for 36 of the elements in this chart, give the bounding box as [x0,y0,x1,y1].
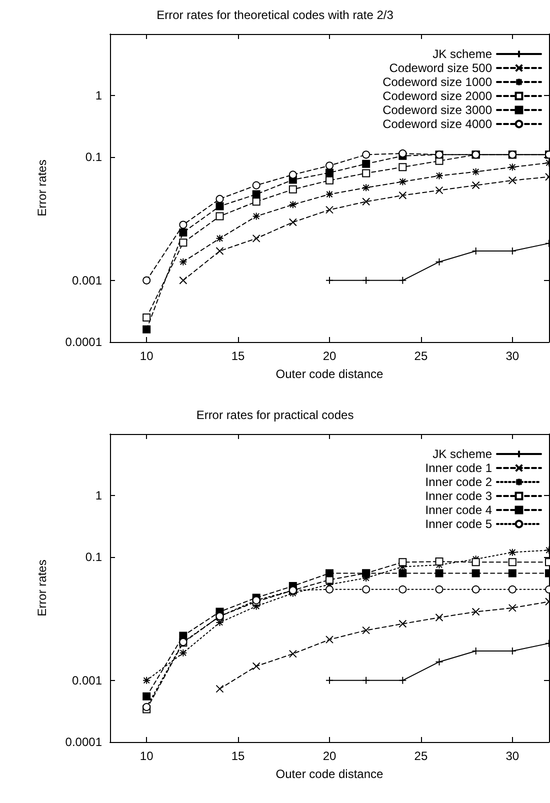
legend-label: Inner code 1 [425,461,492,475]
chart-title: Error rates for practical codes [196,408,354,422]
legend-label: Inner code 5 [425,517,492,531]
x-tick-label: 25 [414,749,428,763]
x-tick-label: 15 [231,749,246,763]
y-tick-label: 0.0001 [65,735,102,749]
x-axis-title: Outer code distance [276,767,384,781]
x-tick-label: 30 [506,749,520,763]
legend-label: Inner code 4 [425,503,492,517]
legend-label: Codeword size 1000 [382,75,492,89]
y-tick-label: 0.1 [85,550,102,564]
y-axis-title: Error rates [35,160,49,216]
y-axis-title: Error rates [35,560,49,616]
legend-label: Inner code 2 [425,475,492,489]
y-tick-label: 0.0001 [65,335,102,349]
x-tick-label: 20 [322,349,336,363]
y-tick-label: 1 [95,488,102,503]
legend-label: JK scheme [432,47,492,61]
legend-label: JK scheme [432,447,492,461]
chart-title: Error rates for theoretical codes with rate 2/3 [156,8,394,22]
x-tick-label: 10 [140,349,154,363]
legend-label: Codeword size 3000 [382,103,492,117]
legend-label: Codeword size 2000 [382,89,492,103]
legend-label: Codeword size 4000 [382,117,492,131]
x-axis-title: Outer code distance [276,367,384,381]
y-tick-label: 1 [95,88,102,103]
y-tick-label: 0.1 [85,150,102,164]
x-tick-label: 20 [322,749,336,763]
legend-label: Codeword size 500 [389,61,492,75]
y-tick-label: 0.001 [72,273,102,288]
x-tick-label: 10 [140,749,154,763]
x-tick-label: 15 [231,349,246,363]
x-tick-label: 30 [506,349,520,363]
x-tick-label: 25 [414,349,428,363]
y-tick-label: 0.001 [72,673,102,688]
legend-label: Inner code 3 [425,489,492,503]
